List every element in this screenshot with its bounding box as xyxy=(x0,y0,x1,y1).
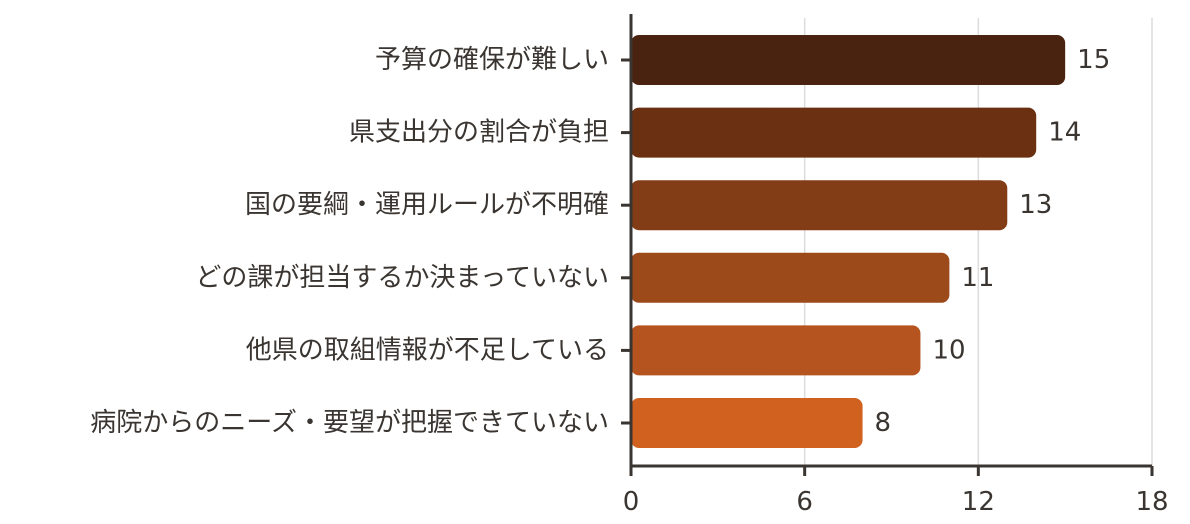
value-label-3: 11 xyxy=(961,263,994,293)
bar-0 xyxy=(631,35,1066,85)
axes: 0 6 12 18 xyxy=(621,14,1169,517)
value-label-5: 8 xyxy=(875,408,892,438)
value-label-0: 15 xyxy=(1077,45,1110,75)
bar-2 xyxy=(631,180,1008,231)
category-label-3: どの課が担当するか決まっていない xyxy=(195,263,609,293)
bar-3 xyxy=(631,252,950,303)
value-label-1: 14 xyxy=(1048,118,1081,148)
category-label-2: 国の要綱・運用ルールが不明確 xyxy=(245,190,609,220)
value-label-4: 10 xyxy=(932,335,965,365)
bar-5 xyxy=(631,398,863,448)
category-labels: 予算の確保が難しい県支出分の割合が負担国の要綱・運用ルールが不明確どの課が担当す… xyxy=(90,45,609,438)
x-tick-label-2: 12 xyxy=(962,487,995,517)
bar-4 xyxy=(631,325,921,376)
bars xyxy=(631,35,1066,448)
value-labels: 15 14 13 11 10 8 xyxy=(875,45,1111,438)
grid-lines xyxy=(803,18,1153,466)
x-tick-label-1: 6 xyxy=(796,487,813,517)
value-label-2: 13 xyxy=(1019,190,1052,220)
x-tick-label-3: 18 xyxy=(1135,487,1168,517)
category-label-0: 予算の確保が難しい xyxy=(375,45,609,75)
category-label-4: 他県の取組情報が不足している xyxy=(246,335,609,365)
category-label-5: 病院からのニーズ・要望が把握できていない xyxy=(90,408,609,438)
x-tick-label-0: 0 xyxy=(623,487,640,517)
category-label-1: 県支出分の割合が負担 xyxy=(349,118,609,148)
bar-1 xyxy=(631,107,1037,158)
